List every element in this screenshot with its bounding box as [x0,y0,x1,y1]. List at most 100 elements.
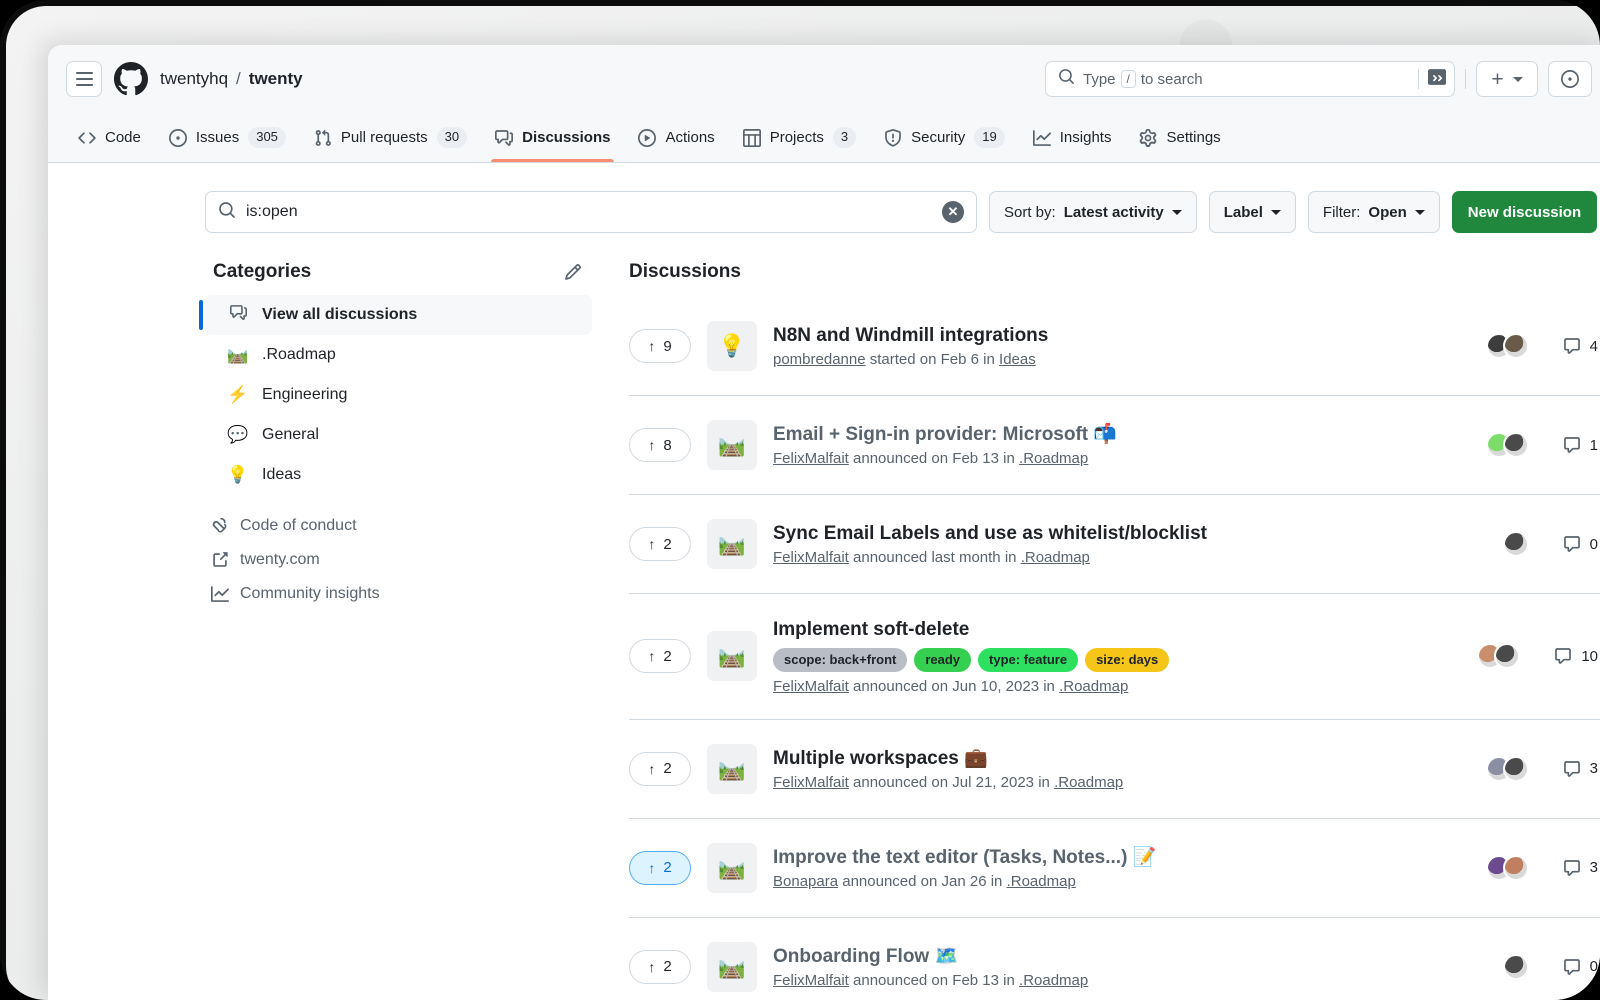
discussion-title[interactable]: Onboarding Flow 🗺️ [773,945,959,967]
tab-discussions[interactable]: Discussions [483,113,622,162]
clear-search-icon[interactable]: ✕ [942,201,964,223]
label-badge[interactable]: scope: back+front [773,647,908,672]
author-link[interactable]: FelixMalfait [773,549,849,567]
tab-settings[interactable]: Settings [1127,113,1232,162]
category-link[interactable]: .Roadmap [1059,677,1129,695]
sidebar-item-general[interactable]: 💬 General [205,415,592,455]
sidebar-item-label: View all discussions [262,306,418,323]
breadcrumb-owner[interactable]: twentyhq [160,69,229,88]
discussion-row[interactable]: ↑ 2 🛤️ Multiple workspaces 💼 FelixMalfai… [629,718,1600,818]
comment-count[interactable]: 4 [1563,337,1598,355]
in-word: in [990,873,1003,891]
global-search-input[interactable]: Type / to search [1045,61,1455,97]
sidebar-item-ideas[interactable]: 💡 Ideas [205,455,592,495]
discussion-title[interactable]: Implement soft-delete [773,619,970,640]
category-link[interactable]: .Roadmap [1020,549,1090,567]
sidebar-item-engineering[interactable]: ⚡ Engineering [205,375,592,415]
author-link[interactable]: FelixMalfait [773,972,849,990]
discussion-meta: FelixMalfait announced on Jun 10, 2023 i… [773,678,1461,695]
breadcrumb-repo[interactable]: twenty [248,69,303,88]
sidebar-link-community-insights[interactable]: Community insights [211,585,592,603]
comment-count[interactable]: 0 [1563,958,1598,976]
sidebar-link-twenty-com[interactable]: twenty.com [211,551,592,569]
sidebar-item-view-all-discussions[interactable]: View all discussions [199,295,592,335]
new-discussion-button[interactable]: New discussion [1451,191,1598,233]
github-logo-icon[interactable] [114,62,148,96]
category-link[interactable]: .Roadmap [1019,450,1089,468]
sort-by-dropdown[interactable]: Sort by: Latest activity [989,191,1197,233]
tab-pull-requests[interactable]: Pull requests 30 [302,113,479,162]
tab-code[interactable]: Code [66,113,153,162]
category-link[interactable]: .Roadmap [1019,972,1089,990]
tab-insights[interactable]: Insights [1021,113,1124,162]
avatar[interactable] [1502,755,1529,782]
label-badge[interactable]: ready [914,647,972,672]
create-new-button[interactable]: + [1476,61,1538,97]
participant-avatars [1485,432,1529,458]
comment-count[interactable]: 0 [1563,535,1598,553]
issue-opened-icon [168,128,187,147]
divider [1418,69,1419,89]
discussion-row[interactable]: ↑ 2 🛤️ Implement soft-delete scope: back… [629,593,1600,719]
label-dropdown[interactable]: Label [1208,191,1296,233]
terminal-icon[interactable] [1428,68,1446,91]
discussion-row[interactable]: ↑ 8 🛤️ Email + Sign-in provider: Microso… [629,395,1600,494]
avatar[interactable] [1502,953,1529,980]
issues-shortcut-button[interactable] [1548,61,1592,97]
discussion-row[interactable]: ↑ 2 🛤️ Improve the text editor (Tasks, N… [629,817,1600,917]
tab-projects[interactable]: Projects 3 [731,113,868,162]
in-word: in [1003,972,1015,990]
sidebar-item-roadmap[interactable]: 🛤️ .Roadmap [205,335,592,375]
avatar[interactable] [1494,643,1521,670]
upvote-button[interactable]: ↑ 8 [629,428,691,462]
upvote-button[interactable]: ↑ 2 [629,639,691,674]
upvote-button[interactable]: ↑ 2 [629,949,691,984]
tab-issues[interactable]: Issues 305 [157,113,298,162]
avatar[interactable] [1502,854,1529,881]
lightbulb-emoji-icon: 💡 [227,465,249,484]
tab-security[interactable]: Security 19 [872,113,1017,162]
label-badge[interactable]: type: feature [978,647,1079,672]
discussion-row[interactable]: ↑ 2 🛤️ Onboarding Flow 🗺️ FelixMalfait a… [629,916,1600,1000]
label-badge[interactable]: size: days [1085,647,1170,672]
author-link[interactable]: Bonapara [773,873,839,891]
discussions-body: Categories View all discussions 🛤️ . [48,233,1600,1000]
author-link[interactable]: FelixMalfait [773,677,849,695]
tab-actions[interactable]: Actions [626,113,726,162]
discussion-main: Multiple workspaces 💼 FelixMalfait annou… [773,747,1470,792]
discussion-title[interactable]: N8N and Windmill integrations [773,324,1049,346]
filter-dropdown[interactable]: Filter: Open [1307,191,1440,233]
upvote-button[interactable]: ↑ 2 [629,527,691,561]
avatar[interactable] [1502,432,1529,458]
discussion-title[interactable]: Email + Sign-in provider: Microsoft 📬 [773,423,1118,445]
hamburger-menu-icon[interactable] [66,61,102,97]
author-link[interactable]: FelixMalfait [773,450,849,468]
discussion-row[interactable]: ↑ 2 🛤️ Sync Email Labels and use as whit… [629,494,1600,593]
upvote-button[interactable]: ↑ 9 [629,329,691,363]
category-link[interactable]: .Roadmap [1054,774,1124,792]
comment-count[interactable]: 3 [1563,760,1598,778]
author-link[interactable]: pombredanne [773,351,866,369]
category-link[interactable]: Ideas [999,351,1036,369]
pencil-icon[interactable] [564,263,582,281]
sidebar-link-code-of-conduct[interactable]: Code of conduct [211,517,592,535]
category-link[interactable]: .Roadmap [1006,873,1076,891]
comment-count[interactable]: 1 [1563,436,1598,454]
tab-counter: 305 [248,127,286,148]
plus-icon: + [1491,67,1504,91]
discussions-search-input[interactable]: is:open ✕ [205,191,977,233]
avatar[interactable] [1502,333,1529,359]
discussion-row[interactable]: ↑ 9 💡 N8N and Windmill integrations pomb… [629,297,1600,395]
upvote-button[interactable]: ↑ 2 [629,850,691,885]
upvote-button[interactable]: ↑ 2 [629,751,691,786]
git-pull-request-icon [314,129,332,147]
discussion-title[interactable]: Improve the text editor (Tasks, Notes...… [773,846,1157,868]
discussion-title[interactable]: Sync Email Labels and use as whitelist/b… [773,522,1207,544]
avatar[interactable] [1502,531,1529,557]
arrow-up-icon: ↑ [648,760,656,777]
tab-label: Settings [1166,129,1221,146]
comment-count[interactable]: 3 [1563,859,1598,877]
comment-count[interactable]: 10 [1554,647,1598,665]
author-link[interactable]: FelixMalfait [773,774,849,792]
discussion-title[interactable]: Multiple workspaces 💼 [773,747,988,769]
